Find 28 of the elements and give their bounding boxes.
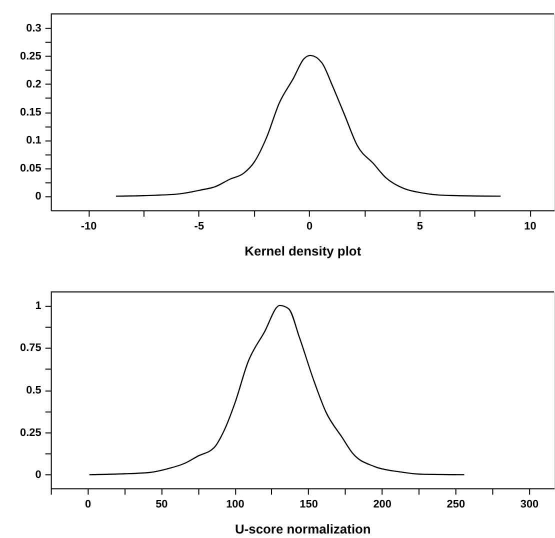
x-tick-label: 150 xyxy=(300,498,318,511)
x-tick-label: 0 xyxy=(306,220,313,233)
x-tick-label: 0 xyxy=(85,498,92,511)
line-series xyxy=(115,54,502,197)
y-tick-label: 0.25 xyxy=(20,50,42,62)
y-tick-label: 0.5 xyxy=(26,384,42,397)
line-series xyxy=(88,304,465,476)
y-tick-label: 0.05 xyxy=(20,162,42,175)
y-tick-label: 0.25 xyxy=(20,426,42,439)
x-tick-label: 100 xyxy=(226,498,244,511)
x-axis-title: U-score normalization xyxy=(234,522,371,537)
y-tick-label: 0 xyxy=(35,469,42,482)
x-tick-label: -10 xyxy=(80,220,97,233)
y-tick-label: 0.75 xyxy=(20,342,42,354)
x-tick-label: 5 xyxy=(416,220,423,233)
x-tick-label: 300 xyxy=(520,498,539,511)
x-tick-label: 250 xyxy=(446,498,466,511)
x-tick-label: 50 xyxy=(156,498,168,511)
x-tick-label: 10 xyxy=(524,220,536,233)
y-tick-label: 0.2 xyxy=(26,78,42,91)
y-tick-label: 0 xyxy=(35,190,42,203)
y-tick-label: 0.1 xyxy=(26,134,42,147)
x-tick-label: -5 xyxy=(194,220,204,233)
x-tick-label: 200 xyxy=(373,498,392,511)
y-tick-label: 1 xyxy=(35,300,42,312)
y-tick-label: 0.15 xyxy=(20,106,42,119)
y-tick-label: 0.3 xyxy=(26,22,42,34)
x-axis-title: Kernel density plot xyxy=(244,244,362,259)
